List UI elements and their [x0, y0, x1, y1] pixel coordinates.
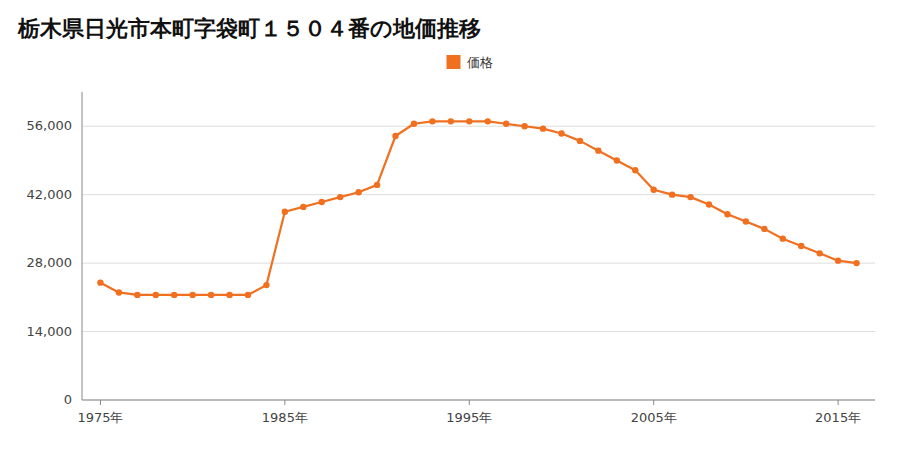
marker	[97, 279, 103, 285]
x-tick	[838, 400, 839, 405]
grid-line	[82, 194, 875, 195]
x-tick	[100, 400, 101, 405]
marker	[669, 191, 675, 197]
x-tick	[284, 400, 285, 405]
marker	[743, 218, 749, 224]
y-axis-line	[82, 92, 83, 400]
grid-line	[82, 263, 875, 264]
plot-area	[97, 118, 860, 298]
x-tick-label: 1975年	[77, 410, 123, 425]
title: 栃木県日光市本町字袋町１５０４番の地価推移	[17, 16, 481, 41]
marker	[226, 292, 232, 298]
x-axis-line	[82, 400, 875, 401]
marker	[189, 292, 195, 298]
line	[100, 121, 856, 295]
marker	[835, 257, 841, 263]
marker	[485, 118, 491, 124]
background	[0, 0, 900, 450]
marker	[816, 250, 822, 256]
marker	[466, 118, 472, 124]
marker	[632, 167, 638, 173]
marker	[687, 194, 693, 200]
marker	[614, 157, 620, 163]
marker	[448, 118, 454, 124]
grid-line	[82, 400, 875, 401]
y-tick-label: 28,000	[27, 255, 73, 270]
legend-swatch	[447, 55, 461, 69]
legend: 価格	[447, 55, 493, 70]
marker	[595, 147, 601, 153]
y-tick-label: 14,000	[27, 324, 73, 339]
marker	[577, 138, 583, 144]
x-tick-label: 1985年	[262, 410, 308, 425]
grid	[82, 126, 875, 400]
marker	[300, 204, 306, 210]
x-tick-label: 1995年	[446, 410, 492, 425]
x-tick	[653, 400, 654, 405]
legend-label: 価格	[467, 55, 493, 70]
marker	[245, 292, 251, 298]
marker	[374, 182, 380, 188]
chart: 栃木県日光市本町字袋町１５０４番の地価推移 0 14,000 28,000 42,000…	[0, 0, 900, 450]
grid-line	[82, 126, 875, 127]
marker	[355, 189, 361, 195]
marker	[724, 211, 730, 217]
x-tick	[469, 400, 470, 405]
marker	[134, 292, 140, 298]
marker	[521, 123, 527, 129]
y-tick-label: 42,000	[27, 187, 73, 202]
x-tick-label: 2005年	[631, 410, 677, 425]
marker	[337, 194, 343, 200]
marker	[540, 125, 546, 131]
marker	[392, 133, 398, 139]
marker	[706, 201, 712, 207]
marker	[282, 209, 288, 215]
grid-line	[82, 331, 875, 332]
marker	[411, 121, 417, 127]
marker	[319, 199, 325, 205]
marker	[761, 226, 767, 232]
marker	[558, 130, 564, 136]
marker	[853, 260, 859, 266]
marker	[116, 289, 122, 295]
marker	[798, 243, 804, 249]
marker	[171, 292, 177, 298]
marker	[780, 235, 786, 241]
marker	[153, 292, 159, 298]
marker	[263, 282, 269, 288]
y-tick-label: 0	[64, 392, 72, 407]
marker	[503, 121, 509, 127]
marker	[429, 118, 435, 124]
y-tick-label: 56,000	[27, 118, 73, 133]
x-tick-label: 2015年	[815, 410, 861, 425]
marker	[208, 292, 214, 298]
marker	[650, 187, 656, 193]
